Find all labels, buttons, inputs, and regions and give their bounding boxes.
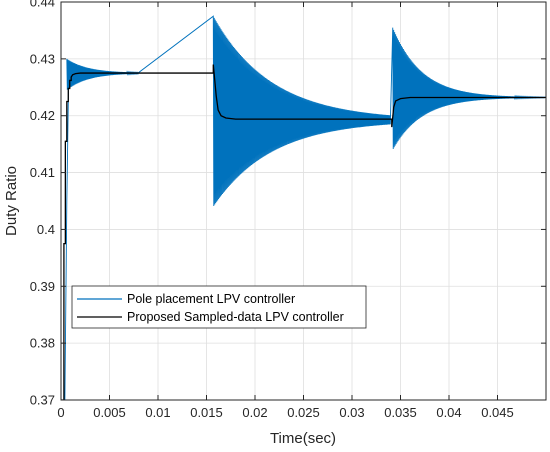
x-tick-label: 0.01 (145, 405, 170, 420)
legend-box (71, 285, 367, 329)
y-tick-label: 0.43 (30, 51, 55, 66)
x-tick-label: 0.02 (242, 405, 267, 420)
x-tick-label: 0.035 (384, 405, 417, 420)
legend-label-sampled-data: Proposed Sampled-data LPV controller (127, 310, 344, 324)
legend-label-pole-placement: Pole placement LPV controller (127, 292, 295, 306)
y-tick-label: 0.39 (30, 279, 55, 294)
y-tick-label: 0.4 (37, 222, 55, 237)
x-tick-label: 0.015 (190, 405, 223, 420)
x-tick-label: 0.005 (93, 405, 126, 420)
x-tick-label: 0 (57, 405, 64, 420)
series-pole-placement-line (61, 15, 546, 400)
y-tick-label: 0.41 (30, 165, 55, 180)
plot-series (61, 15, 546, 400)
x-tick-label: 0.025 (287, 405, 320, 420)
y-tick-label: 0.37 (30, 393, 55, 408)
axis-ticks: 0 0.005 0.01 0.015 0.02 0.025 0.03 0.035 0.04 0.0… (30, 0, 546, 420)
y-tick-label: 0.42 (30, 108, 55, 123)
x-axis-label: Time(sec) (270, 430, 336, 447)
series-sampled-data-line (61, 64, 546, 400)
x-tick-label: 0.03 (339, 405, 364, 420)
legend: Pole placement LPV controller Proposed S… (71, 285, 367, 329)
y-tick-label: 0.38 (30, 336, 55, 351)
y-tick-label: 0.44 (30, 0, 55, 10)
y-axis-label: Duty Ratio (3, 166, 20, 236)
x-tick-label: 0.04 (436, 405, 461, 420)
x-tick-label: 0.045 (481, 405, 514, 420)
